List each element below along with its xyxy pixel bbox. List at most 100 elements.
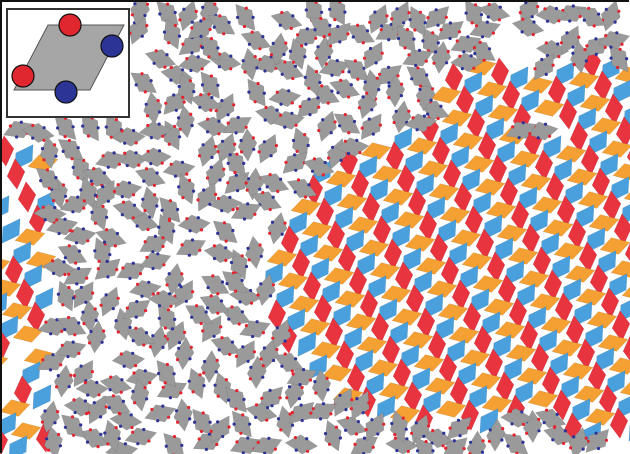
free-particle	[258, 173, 290, 193]
crystal-particle	[571, 398, 591, 424]
blue-patch	[132, 203, 137, 207]
free-particle	[350, 436, 379, 454]
crystal-particle	[501, 80, 521, 112]
red-patch	[289, 26, 293, 30]
free-particle	[477, 2, 511, 23]
red-patch	[72, 373, 76, 378]
blue-patch	[173, 10, 177, 15]
blue-patch	[258, 187, 262, 191]
red-patch	[275, 347, 279, 352]
red-patch	[77, 351, 81, 355]
blue-patch	[414, 63, 418, 68]
free-particle	[450, 52, 484, 72]
blue-patch	[321, 402, 326, 406]
free-particle	[53, 364, 74, 398]
free-particle	[103, 419, 121, 452]
blue-patch	[151, 250, 155, 254]
blue-patch	[448, 36, 452, 41]
red-patch	[268, 207, 272, 212]
red-patch	[265, 418, 269, 422]
crystal-particle	[426, 196, 446, 222]
red-patch	[93, 307, 97, 311]
crystal-particle	[483, 214, 503, 240]
free-particle	[328, 0, 347, 26]
red-patch	[134, 326, 138, 330]
blue-patch	[63, 256, 67, 260]
crystal-particle	[0, 258, 11, 273]
crystal-particle	[593, 70, 613, 102]
free-particle	[464, 0, 484, 29]
free-particle	[534, 408, 567, 429]
blue-patch	[117, 437, 121, 441]
red-patch	[252, 350, 256, 354]
red-patch	[224, 239, 228, 243]
crystal-particle	[450, 145, 470, 171]
blue-patch	[272, 358, 276, 363]
blue-patch-icon	[100, 34, 124, 58]
crystal-particle	[0, 135, 15, 167]
blue-patch	[112, 151, 116, 155]
red-patch	[276, 189, 280, 193]
crystal-particle	[468, 385, 488, 411]
crystal-particle	[381, 335, 401, 367]
free-particle	[207, 14, 236, 36]
red-patch	[47, 186, 51, 190]
crystal-particle	[411, 367, 431, 393]
blue-patch	[304, 42, 308, 46]
red-patch	[163, 65, 167, 69]
crystal-particle	[402, 247, 422, 273]
red-patch	[82, 206, 86, 210]
red-patch	[419, 84, 423, 88]
red-patch	[333, 120, 337, 124]
red-patch	[306, 449, 310, 453]
free-particle	[268, 32, 289, 66]
crystal-particle	[552, 389, 572, 421]
crystal-particle	[560, 375, 580, 401]
red-patch	[411, 116, 415, 120]
red-patch	[188, 79, 192, 83]
free-particle	[147, 325, 168, 359]
red-patch	[208, 27, 212, 32]
blue-patch	[241, 451, 245, 454]
red-patch	[162, 263, 166, 267]
red-patch	[244, 181, 248, 185]
crystal-particle	[518, 186, 538, 212]
blue-patch	[219, 299, 224, 303]
free-particle	[240, 30, 272, 51]
blue-patch	[187, 379, 191, 383]
blue-patch	[220, 99, 224, 103]
blue-patch	[218, 178, 222, 182]
crystal-particle	[378, 298, 398, 324]
blue-patch	[294, 168, 298, 172]
blue-patch	[520, 410, 524, 414]
red-patch	[74, 261, 78, 265]
free-particle	[144, 404, 177, 423]
free-particle	[128, 279, 162, 299]
blue-patch	[141, 197, 145, 201]
blue-patch	[123, 442, 127, 446]
blue-patch	[204, 310, 208, 314]
red-patch	[385, 14, 389, 18]
red-patch	[319, 16, 323, 21]
blue-patch	[307, 97, 311, 101]
blue-patch	[530, 15, 534, 19]
red-patch	[314, 36, 318, 40]
red-patch	[189, 112, 193, 116]
red-patch	[167, 41, 171, 45]
red-patch	[308, 378, 313, 382]
free-particle	[333, 113, 361, 135]
crystal-particle	[438, 353, 458, 385]
free-particle	[209, 194, 243, 214]
red-patch	[333, 18, 337, 22]
red-patch	[235, 440, 239, 444]
red-patch	[256, 440, 260, 444]
free-particle	[42, 257, 76, 278]
blue-patch	[229, 54, 233, 58]
blue-patch	[61, 149, 65, 153]
blue-patch	[313, 28, 317, 32]
blue-patch	[177, 341, 182, 345]
red-patch	[180, 243, 184, 247]
red-patch	[248, 377, 252, 381]
red-patch	[361, 41, 365, 45]
blue-patch	[216, 231, 220, 235]
